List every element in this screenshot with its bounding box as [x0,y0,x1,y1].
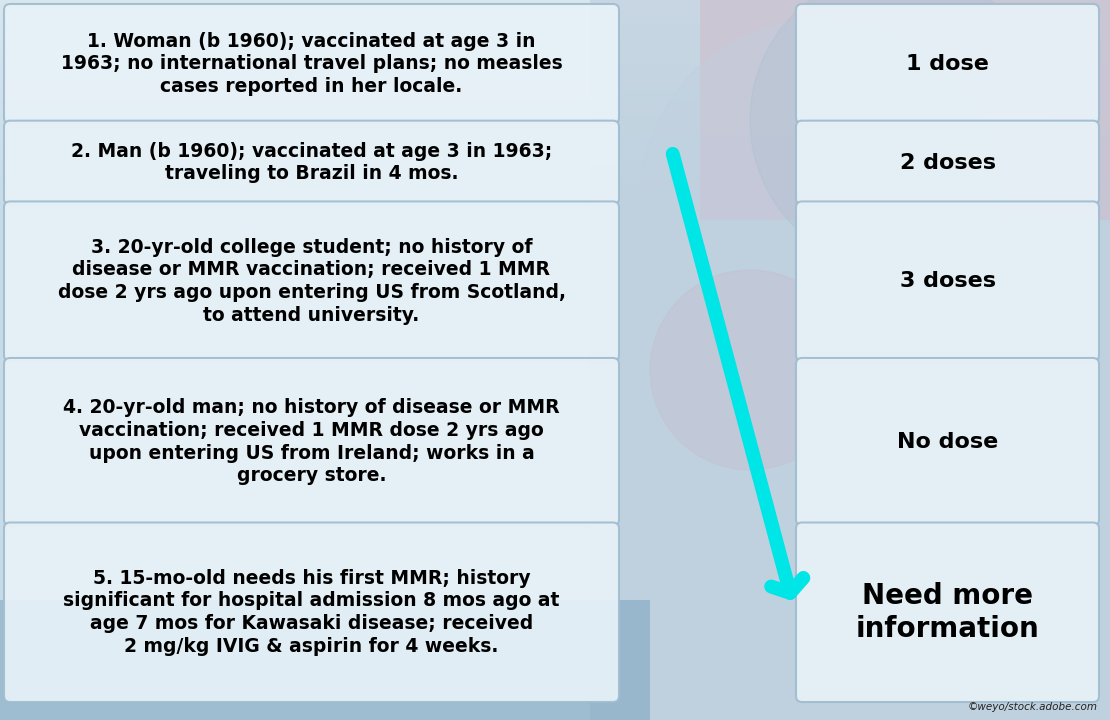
Text: 1 dose: 1 dose [906,54,989,74]
Text: 3 doses: 3 doses [899,271,996,291]
Bar [0,165,1110,170]
Circle shape [640,20,1000,380]
Text: 2. Man (b 1960); vaccinated at age 3 in 1963;
traveling to Brazil in 4 mos.: 2. Man (b 1960); vaccinated at age 3 in … [71,142,552,184]
Text: 1. Woman (b 1960); vaccinated at age 3 in
1963; no international travel plans; n: 1. Woman (b 1960); vaccinated at age 3 i… [61,32,563,96]
Bar [0,25,1110,30]
Bar [0,75,1110,80]
Bar [0,190,1110,195]
Text: No dose: No dose [897,432,998,451]
Bar [0,135,1110,140]
Circle shape [750,0,1050,270]
FancyBboxPatch shape [700,0,1110,220]
Text: Need more
information: Need more information [856,582,1039,643]
Bar [0,170,1110,175]
Bar [0,65,1110,70]
Bar [0,5,1110,10]
Bar [0,130,1110,135]
Bar [0,105,1110,110]
Bar [0,45,1110,50]
Bar [0,600,650,720]
Bar [0,90,1110,95]
Bar [0,0,1110,5]
Circle shape [820,190,1080,450]
Bar [591,0,1110,720]
Bar [0,175,1110,180]
Bar [0,125,1110,130]
Bar [0,20,1110,25]
Bar [0,160,1110,165]
Bar [0,180,1110,185]
FancyBboxPatch shape [796,4,1099,124]
Text: 2 doses: 2 doses [899,153,996,173]
Bar [0,40,1110,45]
FancyBboxPatch shape [4,121,619,204]
Bar [0,35,1110,40]
Bar [0,30,1110,35]
Bar [0,85,1110,90]
FancyBboxPatch shape [796,121,1099,204]
Bar [0,70,1110,75]
Bar [0,155,1110,160]
Bar [0,50,1110,55]
Bar [0,60,1110,65]
Text: 4. 20-yr-old man; no history of disease or MMR
vaccination; received 1 MMR dose : 4. 20-yr-old man; no history of disease … [63,398,559,485]
FancyBboxPatch shape [796,358,1099,526]
Bar [0,110,1110,115]
Bar [0,10,1110,15]
Bar [0,100,1110,105]
Bar [0,115,1110,120]
Bar [0,80,1110,85]
Circle shape [650,270,850,470]
FancyBboxPatch shape [796,523,1099,702]
FancyBboxPatch shape [4,4,619,124]
FancyBboxPatch shape [4,523,619,702]
Bar [0,120,1110,125]
Text: ©weyo/stock.adobe.com: ©weyo/stock.adobe.com [968,702,1098,712]
Text: 5. 15-mo-old needs his first MMR; history
significant for hospital admission 8 m: 5. 15-mo-old needs his first MMR; histor… [63,569,559,656]
Bar [0,15,1110,20]
Bar [0,150,1110,155]
Bar [0,95,1110,100]
Text: 3. 20-yr-old college student; no history of
disease or MMR vaccination; received: 3. 20-yr-old college student; no history… [58,238,565,325]
Bar [0,140,1110,145]
Bar [0,55,1110,60]
Bar [0,185,1110,190]
Bar [0,145,1110,150]
FancyBboxPatch shape [4,202,619,361]
FancyBboxPatch shape [796,202,1099,361]
FancyBboxPatch shape [4,358,619,526]
